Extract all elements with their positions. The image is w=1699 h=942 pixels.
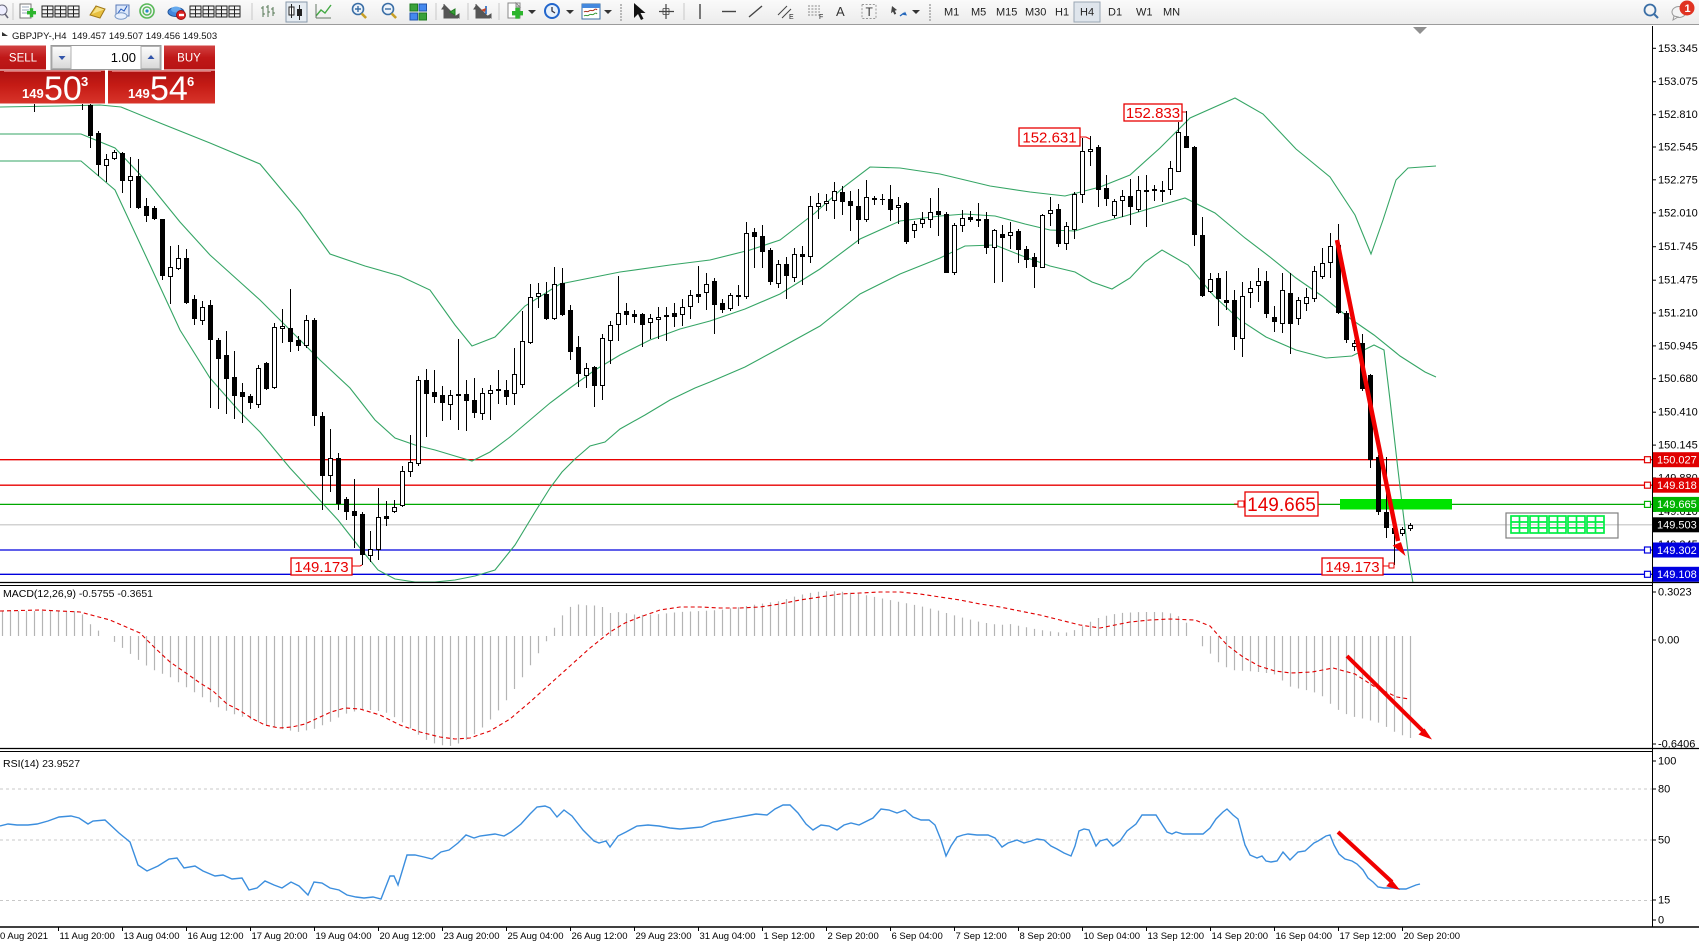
svg-text:152.833: 152.833 — [1126, 105, 1180, 122]
svg-text:149.108: 149.108 — [1657, 569, 1697, 581]
svg-text:149.665: 149.665 — [1247, 495, 1316, 516]
svg-text:20 Sep 20:00: 20 Sep 20:00 — [1404, 931, 1461, 942]
svg-text:-0.6406: -0.6406 — [1658, 739, 1695, 751]
svg-text:153.345: 153.345 — [1658, 43, 1698, 55]
svg-text:0.3023: 0.3023 — [1658, 587, 1692, 599]
svg-text:SELL: SELL — [9, 53, 38, 65]
svg-text:152.545: 152.545 — [1658, 142, 1698, 154]
svg-text:E: E — [789, 14, 794, 21]
svg-text:1.00: 1.00 — [111, 50, 136, 65]
svg-text:150.945: 150.945 — [1658, 340, 1698, 352]
svg-text:152.810: 152.810 — [1658, 109, 1698, 121]
svg-text:MN: MN — [1163, 7, 1180, 19]
svg-text:0 Aug 2021: 0 Aug 2021 — [0, 931, 48, 942]
svg-text:149.173: 149.173 — [294, 559, 348, 576]
svg-text:26 Aug 12:00: 26 Aug 12:00 — [572, 931, 628, 942]
svg-text:M1: M1 — [944, 7, 959, 19]
svg-text:16 Aug 12:00: 16 Aug 12:00 — [188, 931, 244, 942]
svg-text:149.302: 149.302 — [1657, 545, 1697, 557]
svg-text:25 Aug 04:00: 25 Aug 04:00 — [508, 931, 564, 942]
svg-text:H4: H4 — [1080, 7, 1094, 19]
svg-text:149.173: 149.173 — [1325, 559, 1379, 576]
svg-text:1 Sep 12:00: 1 Sep 12:00 — [764, 931, 815, 942]
svg-text:H1: H1 — [1055, 7, 1069, 19]
svg-text:149: 149 — [22, 86, 44, 101]
svg-text:3: 3 — [81, 74, 88, 89]
svg-text:149.818: 149.818 — [1657, 480, 1697, 492]
svg-text:149.503: 149.503 — [1657, 520, 1697, 532]
svg-text:151.475: 151.475 — [1658, 275, 1698, 287]
svg-text:0: 0 — [1658, 915, 1664, 927]
svg-text:GBPJPY-,H4 149.457 149.507 14: GBPJPY-,H4 149.457 149.507 149.456 149.5… — [12, 31, 217, 42]
svg-text:F: F — [819, 14, 823, 21]
svg-text:17 Sep 12:00: 17 Sep 12:00 — [1340, 931, 1397, 942]
svg-text:10 Sep 04:00: 10 Sep 04:00 — [1084, 931, 1141, 942]
svg-text:150.027: 150.027 — [1657, 455, 1697, 467]
svg-text:8 Sep 20:00: 8 Sep 20:00 — [1020, 931, 1071, 942]
svg-text:6: 6 — [187, 74, 194, 89]
svg-text:54: 54 — [150, 70, 188, 108]
svg-text:149: 149 — [128, 86, 150, 101]
svg-text:152.275: 152.275 — [1658, 174, 1698, 186]
svg-text:29 Aug 23:00: 29 Aug 23:00 — [636, 931, 692, 942]
svg-text:7 Sep 12:00: 7 Sep 12:00 — [956, 931, 1007, 942]
svg-text:A: A — [836, 4, 845, 19]
svg-text:150.410: 150.410 — [1658, 407, 1698, 419]
svg-text:15: 15 — [1658, 895, 1670, 907]
svg-text:100: 100 — [1658, 756, 1676, 768]
svg-text:T: T — [866, 5, 874, 19]
svg-text:153.075: 153.075 — [1658, 76, 1698, 88]
svg-text:31 Aug 04:00: 31 Aug 04:00 — [700, 931, 756, 942]
svg-text:14 Sep 20:00: 14 Sep 20:00 — [1212, 931, 1269, 942]
svg-text:13 Aug 04:00: 13 Aug 04:00 — [124, 931, 180, 942]
svg-text:23 Aug 20:00: 23 Aug 20:00 — [444, 931, 500, 942]
svg-text:151.745: 151.745 — [1658, 241, 1698, 253]
svg-text:0.00: 0.00 — [1658, 635, 1679, 647]
svg-text:M5: M5 — [971, 7, 986, 19]
svg-text:M15: M15 — [996, 7, 1017, 19]
svg-text:80: 80 — [1658, 784, 1670, 796]
svg-text:2 Sep 20:00: 2 Sep 20:00 — [828, 931, 879, 942]
svg-text:11 Aug 20:00: 11 Aug 20:00 — [60, 931, 115, 942]
svg-text:20 Aug 12:00: 20 Aug 12:00 — [380, 931, 436, 942]
svg-text:152.631: 152.631 — [1022, 129, 1076, 146]
svg-text:50: 50 — [44, 70, 82, 108]
svg-text:1: 1 — [1685, 3, 1691, 15]
svg-text:150.145: 150.145 — [1658, 440, 1698, 452]
svg-text:6 Sep 04:00: 6 Sep 04:00 — [892, 931, 943, 942]
svg-text:M30: M30 — [1025, 7, 1046, 19]
svg-text:BUY: BUY — [177, 53, 201, 65]
svg-text:W1: W1 — [1136, 7, 1153, 19]
svg-text:150.680: 150.680 — [1658, 373, 1698, 385]
svg-text:RSI(14) 23.9527: RSI(14) 23.9527 — [3, 758, 80, 770]
svg-text:19 Aug 04:00: 19 Aug 04:00 — [316, 931, 372, 942]
svg-text:17 Aug 20:00: 17 Aug 20:00 — [252, 931, 308, 942]
svg-text:16 Sep 04:00: 16 Sep 04:00 — [1276, 931, 1333, 942]
svg-text:MACD(12,26,9) -0.5755 -0.3651: MACD(12,26,9) -0.5755 -0.3651 — [3, 588, 153, 600]
svg-text:50: 50 — [1658, 835, 1670, 847]
svg-text:151.210: 151.210 — [1658, 308, 1698, 320]
svg-text:149.665: 149.665 — [1657, 499, 1697, 511]
svg-text:152.010: 152.010 — [1658, 207, 1698, 219]
svg-text:D1: D1 — [1108, 7, 1122, 19]
svg-text:13 Sep 12:00: 13 Sep 12:00 — [1148, 931, 1205, 942]
